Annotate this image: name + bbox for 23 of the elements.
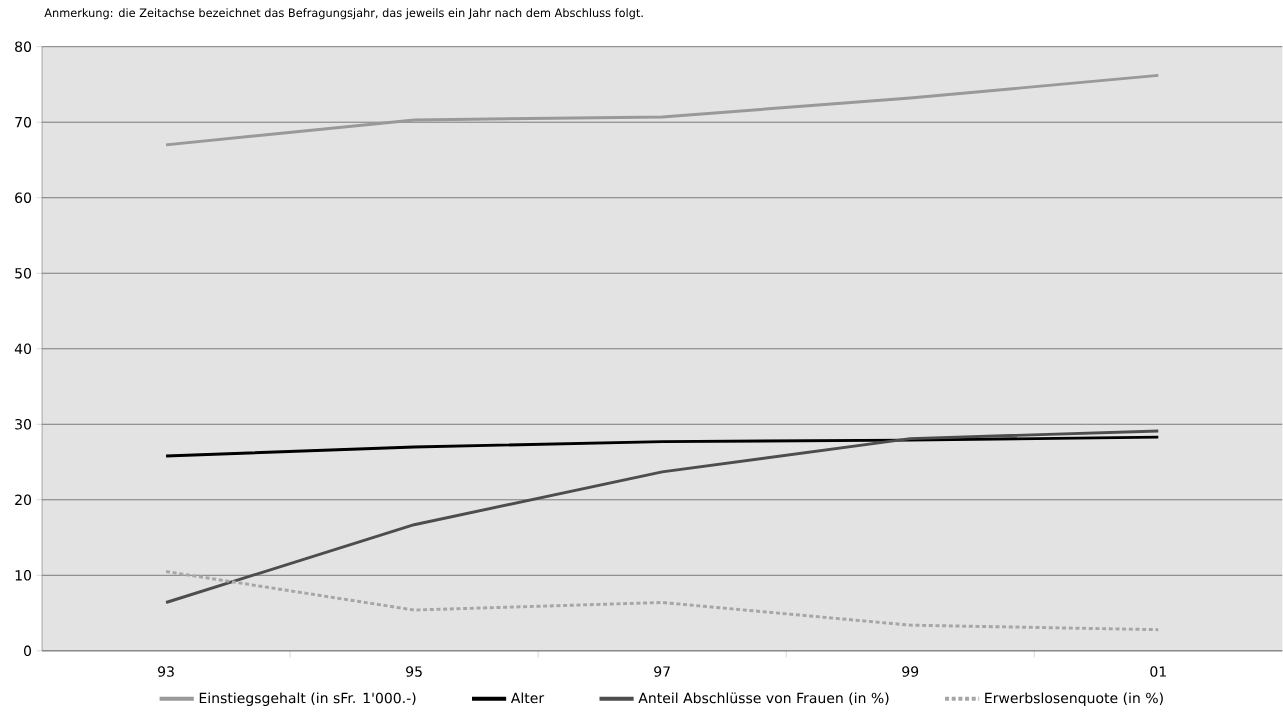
y-tick-label: 50 [15, 268, 32, 279]
x-tick-label: 99 [902, 666, 919, 677]
legend-label: Einstiegsgehalt (in sFr. 1'000.-) [199, 692, 416, 707]
x-tick-label: 95 [406, 666, 422, 677]
y-tick-label: 10 [15, 570, 32, 581]
text: Anmerkung: die Zeitachse bezeichnet das Befragungsjahr, das jeweils ein Jahr nach dem Abschluss folgt. [44, 8, 643, 20]
y-tick-label: 40 [14, 343, 32, 355]
line-series [164, 435, 1160, 458]
x-tick-label: 93 [158, 666, 174, 677]
y-tick-label: 30 [15, 419, 32, 430]
y-tick-label: 60 [15, 192, 32, 204]
legend-label: Anteil Abschlüsse von Frauen (in %) [638, 692, 889, 705]
line-series [164, 429, 1160, 605]
line-series [164, 570, 1160, 632]
line-series [164, 73, 1160, 147]
y-tick-label: 80 [15, 41, 32, 53]
x-tick-label: 97 [654, 666, 670, 677]
y-tick-label: 20 [15, 494, 32, 506]
y-tick-label: 0 [23, 645, 32, 657]
legend-label: Erwerbslosenquote (in %) [985, 692, 1163, 707]
x-tick-label: 01 [1150, 666, 1166, 677]
y-tick-label: 70 [15, 116, 32, 128]
legend-label: Alter [510, 692, 545, 704]
